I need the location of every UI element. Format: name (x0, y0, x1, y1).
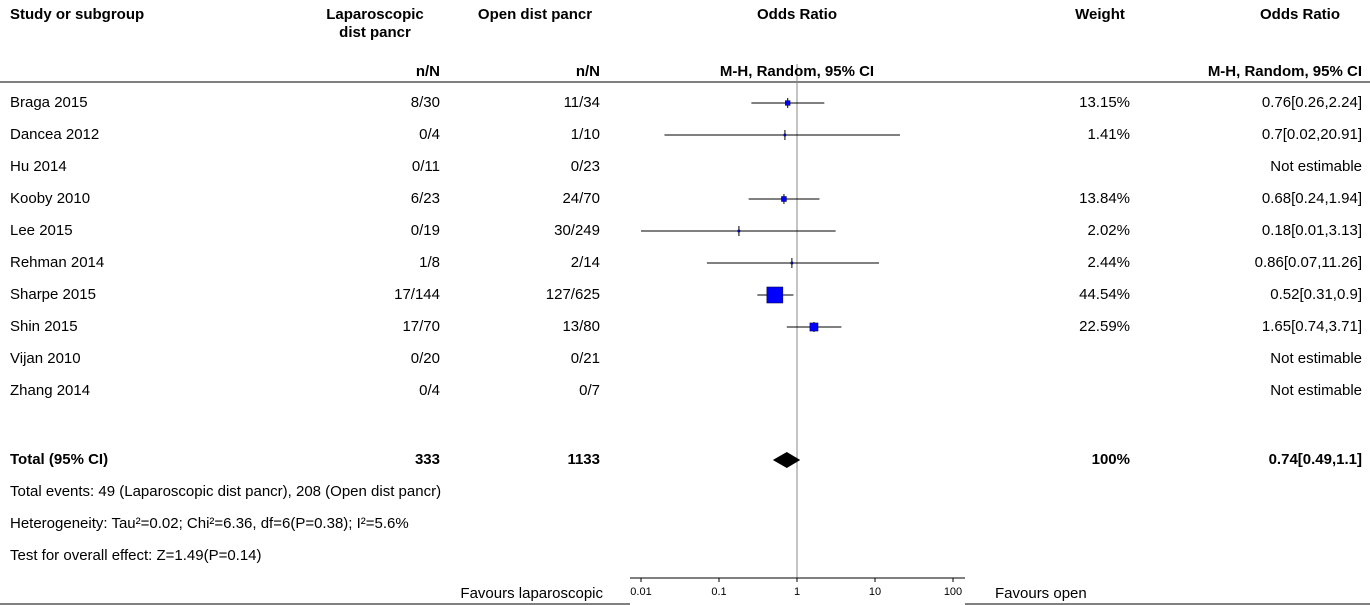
control-events: 0/23 (570, 158, 600, 175)
study-name: Hu 2014 (10, 158, 67, 175)
experimental-events: 17/144 (394, 286, 440, 303)
column-subheader: n/N (575, 63, 600, 80)
control-events: 30/249 (554, 222, 600, 239)
column-header: Study or subgroup (10, 6, 145, 23)
effect-ci: 0.68[0.24,1.94] (1261, 190, 1362, 207)
control-events: 24/70 (562, 190, 600, 207)
x-tick-label: 10 (868, 586, 882, 598)
effect-ci: 0.52[0.31,0.9] (1270, 286, 1362, 303)
column-header: Odds Ratio (756, 6, 837, 23)
effect-ci: Not estimable (1270, 382, 1362, 399)
study-name: Lee 2015 (10, 222, 73, 239)
weight: 13.15% (1079, 94, 1130, 111)
study-name: Sharpe 2015 (10, 286, 96, 303)
study-name: Dancea 2012 (10, 126, 100, 143)
weight-square (785, 100, 791, 106)
study-name: Vijan 2010 (10, 350, 81, 367)
control-events: 127/625 (545, 286, 600, 303)
control-events: 0/21 (570, 350, 600, 367)
effect-ci: 0.7[0.02,20.91] (1261, 126, 1362, 143)
control-events: 11/34 (563, 94, 600, 111)
x-tick-label: 1 (793, 586, 801, 598)
effect-ci: 1.65[0.74,3.71] (1261, 318, 1362, 335)
experimental-events: 1/8 (419, 254, 440, 271)
study-name: Shin 2015 (10, 318, 78, 335)
weight-square (790, 261, 794, 265)
weight: 2.44% (1087, 254, 1130, 271)
experimental-events: 0/4 (419, 382, 440, 399)
experimental-events: 8/30 (410, 94, 440, 111)
experimental-events: 333 (414, 451, 440, 468)
study-name: Rehman 2014 (10, 254, 105, 271)
weight-square (781, 196, 787, 202)
x-tick-label: 100 (943, 586, 963, 598)
experimental-events: 0/4 (419, 126, 440, 143)
footnote: Test for overall effect: Z=1.49(P=0.14) (10, 547, 262, 564)
effect-ci: Not estimable (1270, 158, 1362, 175)
favours-left: Favours laparoscopic (460, 585, 603, 602)
total-diamond (772, 452, 801, 468)
weight-square (737, 229, 741, 233)
weight: 2.02% (1087, 222, 1130, 239)
control-events: 1133 (567, 451, 600, 468)
column-subheader: n/N (415, 63, 440, 80)
effect-ci: Not estimable (1270, 350, 1362, 367)
control-events: 0/7 (579, 382, 600, 399)
study-name: Kooby 2010 (10, 190, 91, 207)
footnote: Total events: 49 (Laparoscopic dist panc… (10, 483, 442, 500)
column-header: Laparoscopic dist pancr (326, 6, 424, 41)
control-events: 2/14 (570, 254, 600, 271)
study-name: Total (95% CI) (10, 451, 109, 468)
weight: 13.84% (1079, 190, 1130, 207)
experimental-events: 0/11 (411, 158, 440, 175)
weight: 22.59% (1079, 318, 1130, 335)
control-events: 1/10 (570, 126, 600, 143)
column-subheader: M-H, Random, 95% CI (719, 63, 875, 80)
column-subheader: M-H, Random, 95% CI (1207, 63, 1362, 80)
weight-square (766, 286, 784, 304)
column-header: Weight (1075, 6, 1125, 23)
weight: 44.54% (1079, 286, 1130, 303)
experimental-events: 0/20 (410, 350, 440, 367)
footnote: Heterogeneity: Tau²=0.02; Chi²=6.36, df=… (10, 515, 409, 532)
x-tick-label: 0.1 (711, 586, 727, 598)
effect-ci: 0.18[0.01,3.13] (1261, 222, 1362, 239)
control-events: 13/80 (562, 318, 600, 335)
experimental-events: 0/19 (410, 222, 440, 239)
column-header: Open dist pancr (477, 6, 593, 23)
effect-ci: 0.86[0.07,11.26] (1254, 254, 1362, 271)
weight: 100% (1091, 451, 1130, 468)
effect-ci: 0.74[0.49,1.1] (1268, 451, 1362, 468)
column-header: Odds Ratio (1259, 6, 1340, 23)
experimental-events: 6/23 (410, 190, 440, 207)
weight-square (783, 133, 787, 137)
effect-ci: 0.76[0.26,2.24] (1261, 94, 1362, 111)
study-name: Braga 2015 (10, 94, 88, 111)
weight: 1.41% (1087, 126, 1130, 143)
x-tick-label: 0.01 (630, 586, 652, 598)
favours-right: Favours open (995, 585, 1087, 602)
experimental-events: 17/70 (402, 318, 440, 335)
study-name: Zhang 2014 (10, 382, 91, 399)
weight-square (809, 322, 819, 332)
